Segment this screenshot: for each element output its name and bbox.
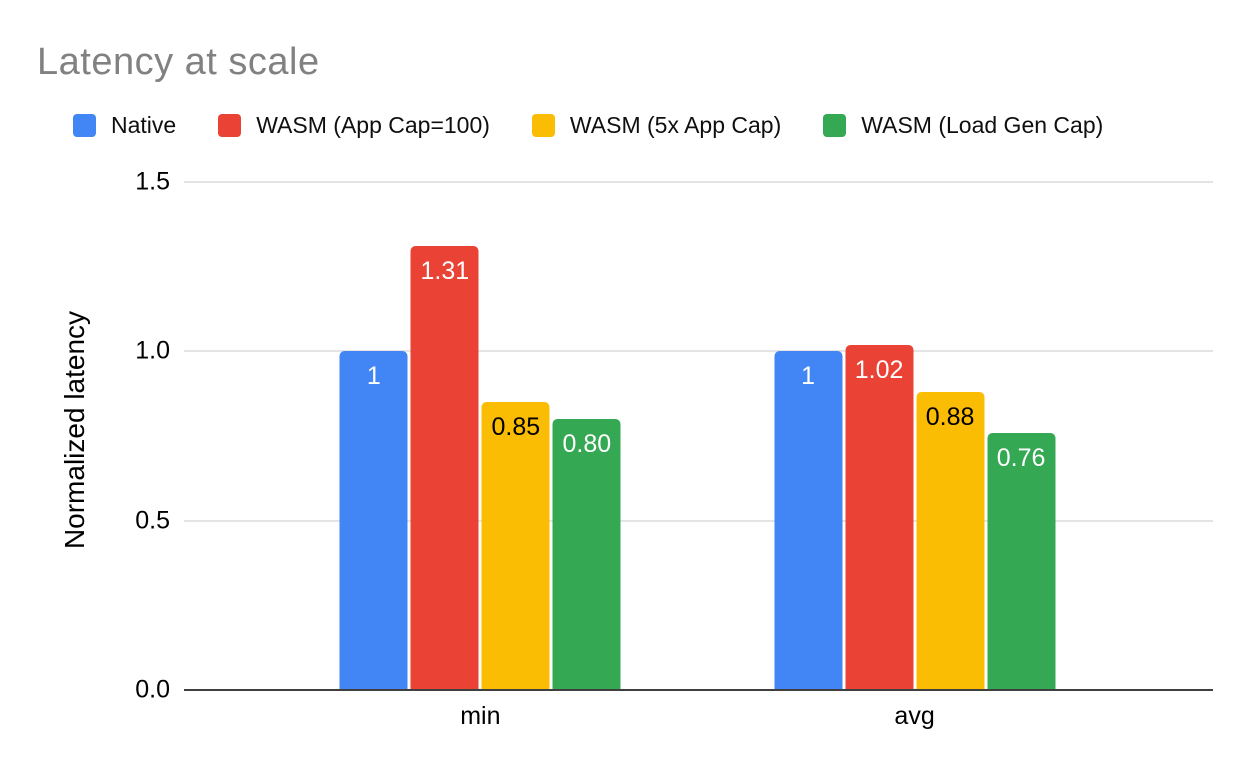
legend-swatch-icon (531, 114, 555, 137)
bar-value-label: 0.80 (562, 430, 612, 459)
bar-min-wasm-app-cap-100: 1.31 (410, 246, 479, 690)
y-axis-tick-label: 1.5 (135, 167, 170, 196)
gridline (184, 519, 1213, 522)
gridline (184, 181, 1213, 183)
bar-group-avg: 1 1.02 0.88 0.76 (774, 182, 1056, 690)
bar-value-label: 1 (366, 362, 381, 391)
legend-swatch-icon (218, 114, 242, 137)
bar-value-label: 1 (801, 362, 816, 391)
legend-swatch-icon (823, 114, 847, 137)
bar-min-wasm-5x-app-cap: 0.85 (481, 402, 550, 690)
legend-label: Native (111, 112, 177, 138)
x-axis-category-label: min (460, 702, 501, 730)
legend-item-2: WASM (App Cap=100) (218, 112, 490, 139)
legend-item-3: WASM (5x App Cap) (531, 112, 782, 139)
gridline (184, 350, 1213, 353)
bar-value-label: 0.76 (996, 443, 1046, 472)
x-axis-category-label: avg (894, 702, 935, 730)
chart-title: Latency at scale (37, 41, 320, 83)
bar-avg-wasm-app-cap-100: 1.02 (845, 344, 914, 690)
legend: Native WASM (App Cap=100) WASM (5x App Cap… (73, 112, 1103, 139)
legend-item-1: Native (73, 112, 176, 139)
bar-min-native: 1 (339, 351, 408, 690)
bar-avg-wasm-5x-app-cap: 0.88 (916, 391, 985, 690)
bar-avg-wasm-load-gen-cap: 0.76 (987, 432, 1056, 690)
legend-label: WASM (5x App Cap) (569, 112, 782, 138)
legend-label: WASM (App Cap=100) (256, 112, 490, 138)
y-axis-tick-label: 1.0 (135, 336, 170, 365)
bar-value-label: 0.85 (491, 413, 541, 442)
bar-avg-native: 1 (774, 351, 843, 690)
bar-value-label: 1.02 (854, 355, 904, 384)
y-axis-title: Normalized latency (59, 310, 90, 550)
legend-swatch-icon (73, 114, 96, 137)
bar-value-label: 0.88 (925, 402, 975, 431)
bar-value-label: 1.31 (420, 257, 470, 286)
legend-label: WASM (Load Gen Cap) (861, 112, 1104, 138)
bar-min-wasm-load-gen-cap: 0.80 (552, 419, 621, 690)
legend-item-4: WASM (Load Gen Cap) (823, 112, 1103, 139)
x-axis-baseline (184, 689, 1213, 691)
plot-area: 1.5 1.0 0.5 0.0 1 1.31 0.85 0.80 min 1 1.02 0.88 0.7… (135, 168, 1213, 730)
y-axis-tick-label: 0.5 (135, 506, 170, 535)
bar-group-min: 1 1.31 0.85 0.80 (339, 182, 621, 690)
y-axis-tick-label: 0.0 (135, 675, 170, 704)
